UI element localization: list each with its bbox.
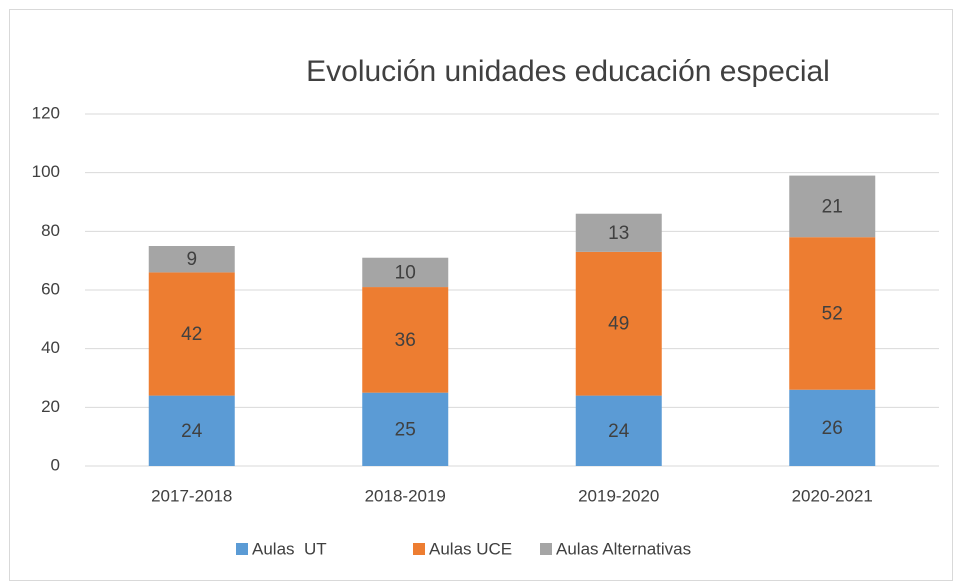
legend-swatch [236, 543, 248, 555]
data-label: 42 [181, 324, 202, 345]
legend-label: Aulas UCE [429, 539, 512, 558]
x-tick-label: 2018-2019 [365, 486, 446, 505]
bar-segment [575, 251, 662, 396]
data-label: 49 [608, 314, 629, 335]
bar-segment [362, 257, 449, 288]
bar-segment [789, 237, 876, 390]
data-label: 10 [395, 262, 416, 283]
legend-swatch [540, 543, 552, 555]
data-label: 21 [822, 196, 843, 217]
y-tick-label: 60 [41, 279, 60, 298]
data-label: 13 [608, 223, 629, 244]
bar-segment [789, 389, 876, 466]
y-tick-label: 100 [32, 162, 60, 181]
bar-segment [575, 395, 662, 466]
bar-segment [148, 246, 235, 273]
data-label: 24 [181, 421, 203, 442]
data-label: 9 [186, 249, 197, 270]
y-tick-label: 120 [32, 103, 60, 122]
data-label: 26 [822, 418, 843, 439]
y-tick-label: 40 [41, 338, 60, 357]
bar-segment [362, 392, 449, 466]
legend-label: Aulas UT [252, 539, 327, 558]
y-tick-label: 20 [41, 397, 60, 416]
data-label: 24 [608, 421, 630, 442]
legend-label: Aulas Alternativas [556, 539, 691, 558]
y-tick-label: 80 [41, 221, 60, 240]
bar-segment [148, 272, 235, 396]
x-tick-label: 2019-2020 [578, 486, 659, 505]
chart-title: Evolución unidades educación especial [306, 55, 830, 88]
y-tick-label: 0 [51, 455, 60, 474]
x-tick-label: 2017-2018 [151, 486, 232, 505]
data-label: 25 [395, 419, 416, 440]
legend-swatch [413, 543, 425, 555]
x-tick-label: 2020-2021 [792, 486, 873, 505]
bar-segment [789, 175, 876, 238]
bar-segment [362, 287, 449, 393]
data-label: 52 [822, 303, 843, 324]
bar-segment [575, 213, 662, 252]
data-label: 36 [395, 330, 416, 351]
bar-segment [148, 395, 235, 466]
